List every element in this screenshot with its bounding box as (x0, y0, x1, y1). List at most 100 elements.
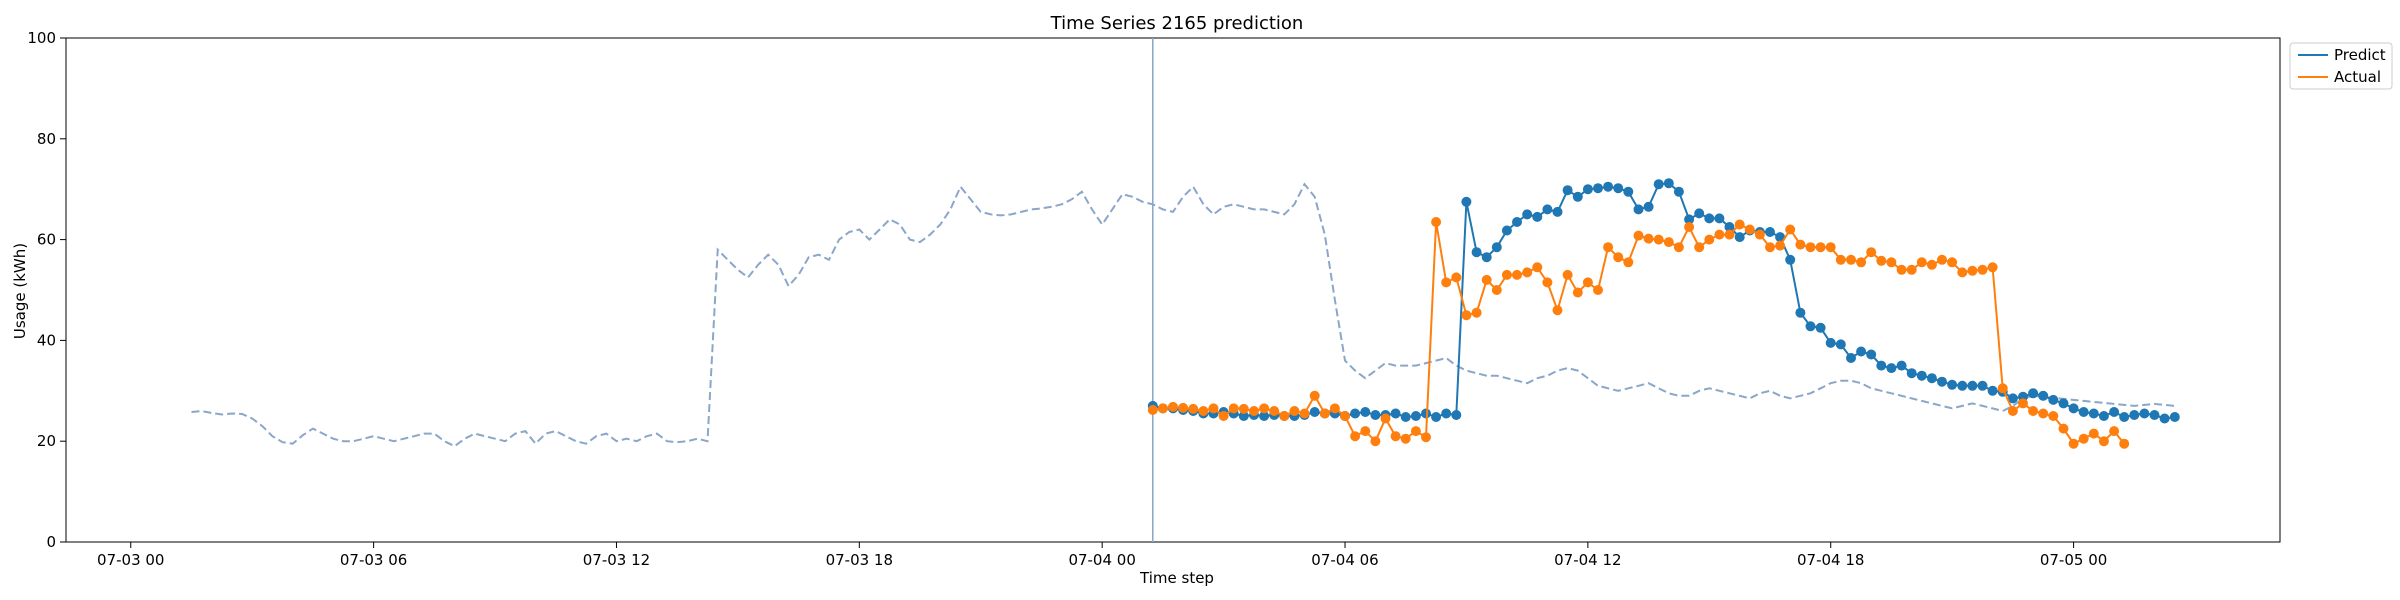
actual-point (1937, 254, 1947, 265)
actual-point (1309, 390, 1320, 401)
predict-point (1987, 385, 1998, 396)
x-tick-label: 07-03 18 (826, 551, 893, 569)
actual-point (1734, 219, 1745, 230)
actual-point (1724, 229, 1735, 240)
predict-point (1906, 368, 1917, 379)
actual-point (1380, 413, 1391, 424)
predict-point (2048, 394, 2059, 405)
predict-point (1785, 254, 1796, 265)
actual-point (1947, 257, 1958, 268)
predict-point (1957, 380, 1968, 391)
actual-point (1471, 307, 1482, 318)
predict-point (1512, 217, 1522, 227)
actual-point (1957, 267, 1968, 278)
actual-point (2088, 428, 2099, 439)
actual-point (1269, 406, 1280, 416)
actual-point (1886, 257, 1897, 268)
predict-point (1876, 360, 1887, 371)
legend-predict-label: Predict (2334, 46, 2386, 64)
predict-point (1805, 321, 1816, 332)
x-tick-label: 07-05 00 (2040, 551, 2107, 569)
x-tick-label: 07-03 12 (583, 551, 650, 569)
predict-point (1259, 411, 1270, 421)
predict-point (1461, 196, 1472, 207)
predict-point (1562, 185, 1573, 196)
predict-point (1370, 410, 1381, 420)
predict-point (2109, 407, 2120, 417)
actual-point (1299, 408, 1310, 419)
predict-point (1491, 242, 1502, 253)
predict-point (1603, 181, 1614, 192)
actual-point (2109, 426, 2120, 437)
predict-point (1481, 252, 1492, 263)
predict-point (1593, 183, 1603, 194)
predict-point (1441, 408, 1452, 419)
predict-point (1421, 408, 1431, 419)
predict-point (1714, 213, 1725, 224)
actual-point (1754, 229, 1765, 240)
predict-point (1916, 370, 1927, 381)
actual-point (1572, 287, 1583, 298)
actual-point (1147, 405, 1158, 415)
actual-point (1643, 233, 1654, 244)
actual-point (1370, 436, 1381, 447)
predict-point (1582, 184, 1593, 195)
actual-point (1178, 402, 1189, 413)
legend: Predict Actual (2289, 42, 2393, 90)
actual-point (1623, 257, 1634, 268)
predict-point (1613, 183, 1624, 194)
predict-point (2088, 408, 2099, 419)
predict-point (1572, 191, 1583, 202)
history-line (191, 182, 2175, 448)
predict-point (1694, 208, 1705, 219)
predict-point (2149, 410, 2160, 420)
predict-point (1522, 209, 1533, 220)
predict-point (2169, 412, 2180, 422)
predict-point (1390, 408, 1401, 419)
predict-point (1967, 380, 1978, 391)
actual-point (1249, 406, 1259, 416)
actual-point (1157, 403, 1168, 414)
predict-point (1947, 379, 1958, 390)
predict-point (1815, 322, 1826, 333)
actual-point (1876, 255, 1887, 266)
predict-point (1501, 225, 1512, 236)
actual-point (1653, 234, 1664, 245)
actual-point (1765, 242, 1775, 253)
predict-point (1431, 412, 1442, 422)
x-tick-label: 07-03 06 (340, 551, 407, 569)
actual-point (1815, 242, 1826, 253)
actual-point (2018, 398, 2028, 409)
predict-point (1643, 201, 1654, 212)
actual-point (1421, 432, 1431, 443)
actual-point (1542, 277, 1553, 288)
actual-point (1795, 239, 1806, 250)
actual-point (1441, 277, 1452, 288)
predict-point (1704, 213, 1715, 224)
actual-point (1684, 222, 1695, 232)
actual-point (1835, 254, 1846, 265)
actual-point (1400, 433, 1411, 444)
x-axis-label: Time step (1139, 569, 1214, 587)
actual-point (2078, 433, 2089, 444)
predict-point (2068, 403, 2079, 414)
actual-point (1785, 224, 1796, 235)
actual-point (2119, 438, 2130, 449)
actual-point (1218, 411, 1229, 421)
actual-point (1714, 229, 1725, 240)
predict-point (2119, 412, 2130, 422)
actual-point (1906, 264, 1917, 275)
predict-point (2098, 411, 2109, 421)
actual-point (1390, 431, 1401, 442)
actual-point (1431, 217, 1442, 227)
actual-point (1603, 242, 1614, 253)
predict-point (1825, 337, 1836, 348)
predict-point (1937, 376, 1947, 387)
predict-point (2007, 393, 2018, 404)
actual-point (1552, 305, 1563, 316)
actual-point (2038, 408, 2049, 419)
actual-point (1704, 234, 1715, 245)
predict-point (1866, 349, 1877, 360)
actual-point (2028, 406, 2039, 416)
